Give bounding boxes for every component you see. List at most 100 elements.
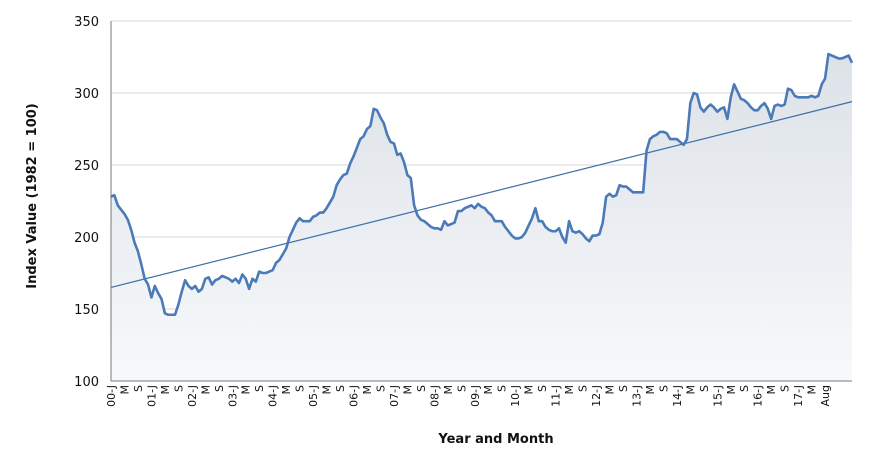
x-tick-label: M (523, 385, 536, 395)
data-point (501, 220, 503, 222)
data-point (561, 236, 563, 238)
data-point (228, 278, 230, 280)
data-point (480, 206, 482, 208)
x-tick-label: 14-J (671, 385, 684, 407)
x-tick-label: S (496, 385, 509, 392)
data-point (767, 108, 769, 110)
data-point (541, 220, 543, 222)
x-tick-label: M (118, 385, 131, 395)
data-point (706, 106, 708, 108)
x-tick-label: 02-J (186, 385, 199, 407)
data-point (504, 226, 506, 228)
data-point (645, 149, 647, 151)
data-point (416, 214, 418, 216)
y-tick-label: 350 (74, 15, 99, 30)
data-point (268, 270, 270, 272)
data-point (719, 108, 721, 110)
x-tick-label: 17-J (792, 385, 805, 407)
data-point (255, 280, 257, 282)
data-point (551, 230, 553, 232)
data-point (160, 298, 162, 300)
data-point (282, 253, 284, 255)
data-point (787, 87, 789, 89)
data-point (716, 111, 718, 113)
x-tick-label: M (240, 385, 253, 395)
x-tick-label: 15-J (711, 385, 724, 407)
data-point (137, 250, 139, 252)
data-point (423, 220, 425, 222)
data-point (800, 96, 802, 98)
data-point (143, 278, 145, 280)
data-point (639, 191, 641, 193)
data-point (571, 230, 573, 232)
data-point (814, 96, 816, 98)
data-point (844, 56, 846, 58)
data-point (693, 92, 695, 94)
data-point (642, 191, 644, 193)
data-point (117, 204, 119, 206)
data-point (433, 227, 435, 229)
x-tick-label: S (617, 385, 630, 392)
data-point (295, 221, 297, 223)
data-point (174, 314, 176, 316)
data-point (258, 270, 260, 272)
data-point (474, 207, 476, 209)
data-point (241, 273, 243, 275)
data-point (750, 106, 752, 108)
data-point (231, 280, 233, 282)
data-point (655, 134, 657, 136)
y-tick-labels: 100 150 200 250 300 350 (74, 15, 99, 390)
x-tick-label: S (132, 385, 145, 392)
data-point (221, 275, 223, 277)
data-point (410, 177, 412, 179)
data-point (548, 229, 550, 231)
data-point (362, 135, 364, 137)
data-point (807, 96, 809, 98)
data-point (133, 242, 135, 244)
data-point (164, 312, 166, 314)
data-point (184, 279, 186, 281)
data-point (827, 53, 829, 55)
x-tick-label: 07-J (388, 385, 401, 407)
data-point (730, 96, 732, 98)
x-tick-label: 00-J (105, 385, 118, 407)
x-tick-label: 11-J (550, 385, 563, 407)
data-point (453, 221, 455, 223)
x-tick-label: M (603, 385, 616, 395)
data-point (544, 226, 546, 228)
x-tick-label: S (334, 385, 347, 392)
y-tick-label: 300 (74, 87, 99, 102)
x-tick-label: M (159, 385, 172, 395)
data-point (554, 230, 556, 232)
data-point (450, 223, 452, 225)
x-tick-label: S (172, 385, 185, 392)
data-point (605, 195, 607, 197)
data-point (224, 276, 226, 278)
data-point (558, 227, 560, 229)
data-point (477, 203, 479, 205)
y-tick-label: 200 (74, 231, 99, 246)
data-point (214, 279, 216, 281)
data-point (743, 99, 745, 101)
y-tick-label: 250 (74, 159, 99, 174)
data-point (292, 229, 294, 231)
x-axis-title: Year and Month (437, 432, 553, 447)
data-point (783, 103, 785, 105)
data-point (629, 188, 631, 190)
x-tick-label: S (415, 385, 428, 392)
data-point (753, 109, 755, 111)
data-point (514, 237, 516, 239)
data-point (581, 233, 583, 235)
data-point (851, 62, 853, 64)
data-point (319, 211, 321, 213)
data-point (831, 54, 833, 56)
data-point (430, 226, 432, 228)
data-point (207, 276, 209, 278)
data-point (359, 138, 361, 140)
data-point (379, 116, 381, 118)
data-point (181, 291, 183, 293)
x-tick-labels: 00-J M S 01-J M S 02-J M S 03-J M S 04-J M S 05-J M S 06-J… (105, 385, 832, 407)
data-point (534, 207, 536, 209)
data-point (403, 161, 405, 163)
